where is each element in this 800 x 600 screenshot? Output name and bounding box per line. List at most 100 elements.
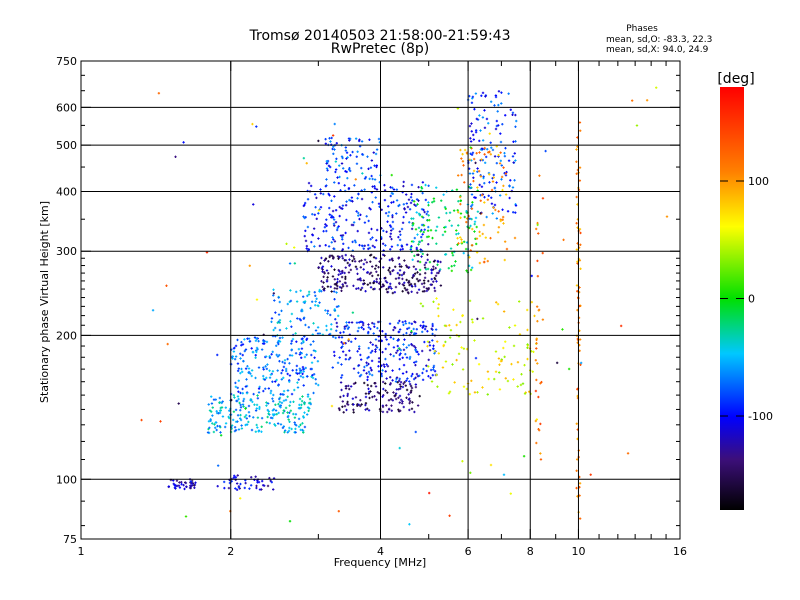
data-point [312, 373, 316, 376]
data-point [434, 229, 438, 232]
data-point [383, 254, 386, 257]
data-point [255, 346, 259, 350]
data-point [210, 395, 213, 398]
data-point [423, 327, 427, 331]
data-point [375, 346, 379, 349]
data-point [239, 482, 242, 486]
data-point [495, 217, 499, 220]
data-point [312, 340, 315, 343]
data-point [317, 237, 320, 240]
data-point [356, 329, 360, 333]
data-point [402, 382, 405, 385]
data-point [504, 193, 508, 196]
data-point [266, 408, 269, 412]
data-point [495, 124, 499, 128]
data-point [301, 295, 305, 298]
data-point [325, 328, 328, 332]
data-point [265, 404, 268, 407]
data-point [392, 337, 395, 341]
data-point [165, 284, 168, 287]
data-point [310, 353, 313, 357]
data-point [241, 403, 245, 406]
data-point [254, 376, 257, 380]
x-tick-label: 16 [673, 545, 687, 558]
data-point [320, 280, 323, 283]
data-point [397, 388, 400, 391]
data-point [360, 166, 363, 170]
data-point [536, 223, 539, 227]
data-point [346, 261, 349, 265]
data-point [310, 240, 313, 244]
data-point [224, 406, 228, 409]
data-point [295, 340, 298, 343]
data-point [270, 353, 273, 356]
data-point [497, 103, 500, 107]
data-point [504, 114, 507, 117]
data-point [526, 328, 529, 332]
data-point [431, 332, 434, 336]
data-point [483, 146, 486, 150]
data-point [325, 167, 329, 170]
data-point [498, 388, 502, 391]
data-point [338, 285, 342, 289]
data-point [280, 401, 284, 405]
data-point [516, 361, 520, 364]
data-point [369, 238, 372, 241]
data-point [459, 148, 462, 152]
data-point [302, 415, 305, 418]
data-point [481, 139, 485, 142]
data-point [383, 365, 386, 368]
data-point [337, 257, 340, 260]
data-point [398, 238, 402, 242]
data-point [387, 407, 391, 411]
data-point [350, 254, 353, 257]
data-point [312, 227, 316, 230]
data-point [475, 242, 478, 246]
data-point [299, 423, 302, 427]
data-point [407, 393, 410, 396]
data-point [258, 385, 261, 389]
data-point [423, 228, 426, 231]
data-point [536, 274, 540, 278]
data-point [397, 235, 400, 239]
data-point [425, 289, 429, 293]
data-point [478, 183, 481, 187]
data-point [469, 205, 473, 208]
data-point [240, 427, 244, 430]
data-point [282, 389, 286, 393]
data-point [433, 289, 437, 293]
data-point [425, 364, 428, 367]
data-point [310, 361, 314, 364]
data-point [290, 342, 293, 345]
data-point [331, 335, 335, 339]
data-point [403, 380, 406, 384]
data-point [271, 350, 274, 354]
data-point [278, 359, 281, 363]
data-point [263, 378, 267, 381]
data-point [348, 258, 351, 261]
data-point [535, 305, 539, 308]
data-point [425, 212, 428, 216]
data-point [427, 184, 430, 187]
data-point [211, 414, 214, 417]
data-point [230, 424, 234, 427]
data-point [459, 202, 462, 206]
data-point [411, 401, 414, 404]
data-point [290, 348, 294, 351]
data-point [335, 157, 338, 161]
data-point [260, 348, 264, 351]
data-point [290, 392, 294, 396]
data-point [333, 148, 336, 151]
data-point [319, 192, 322, 195]
data-point [374, 385, 378, 388]
data-point [288, 262, 292, 265]
data-point [339, 395, 342, 399]
data-point [295, 290, 298, 294]
data-point [489, 463, 493, 467]
data-point [358, 243, 361, 247]
data-point [233, 357, 237, 361]
data-point [534, 358, 538, 362]
data-point [331, 216, 334, 219]
data-point [288, 362, 291, 365]
data-point [414, 363, 417, 367]
